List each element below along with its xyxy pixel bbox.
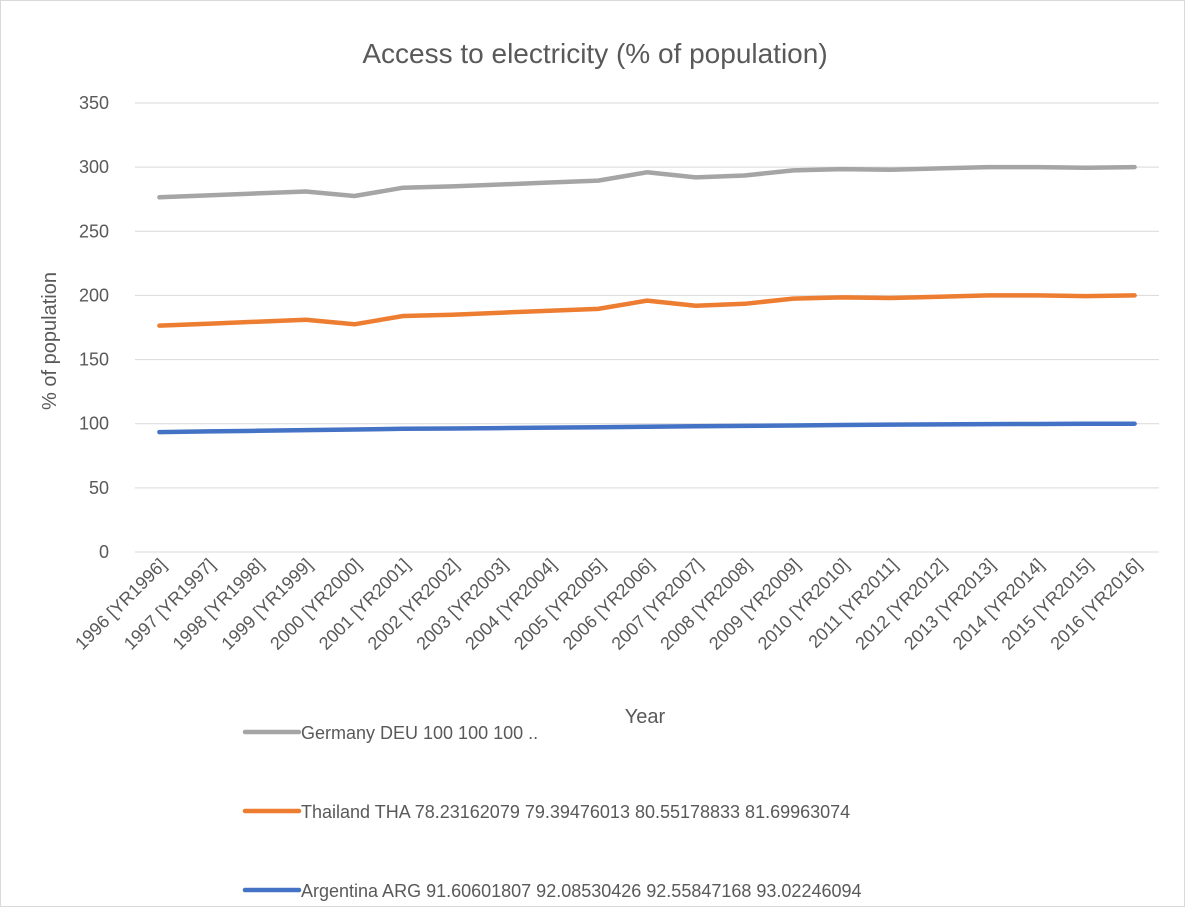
series-line-0 [157, 164, 1137, 200]
x-axis-ticks: 1996 [YR1996]1997 [YR1997]1998 [YR1998]1… [71, 555, 1145, 654]
y-axis-ticks: 0 50 100 150 200 250 300 350 [79, 93, 109, 562]
legend-label-0: Germany DEU 100 100 100 .. [301, 723, 538, 743]
y-tick-label: 0 [99, 542, 109, 562]
legend: Germany DEU 100 100 100 .. Thailand THA 7… [242, 723, 862, 901]
chart-title: Access to electricity (% of population) [362, 38, 827, 69]
legend-label-1: Thailand THA 78.23162079 79.39476013 80.… [301, 802, 850, 822]
series-lines [157, 164, 1137, 435]
y-tick-label: 200 [79, 285, 109, 305]
y-tick-label: 100 [79, 414, 109, 434]
series-line-1 [157, 293, 1137, 328]
gridlines [135, 102, 1159, 553]
y-axis-label: % of population [39, 272, 61, 410]
y-tick-label: 50 [89, 478, 109, 498]
y-tick-label: 350 [79, 93, 109, 113]
y-tick-label: 300 [79, 157, 109, 177]
legend-label-2: Argentina ARG 91.60601807 92.08530426 92… [301, 881, 862, 901]
series-line-2 [157, 421, 1137, 435]
x-axis-label: Year [625, 706, 666, 728]
y-tick-label: 150 [79, 350, 109, 370]
y-tick-label: 250 [79, 221, 109, 241]
